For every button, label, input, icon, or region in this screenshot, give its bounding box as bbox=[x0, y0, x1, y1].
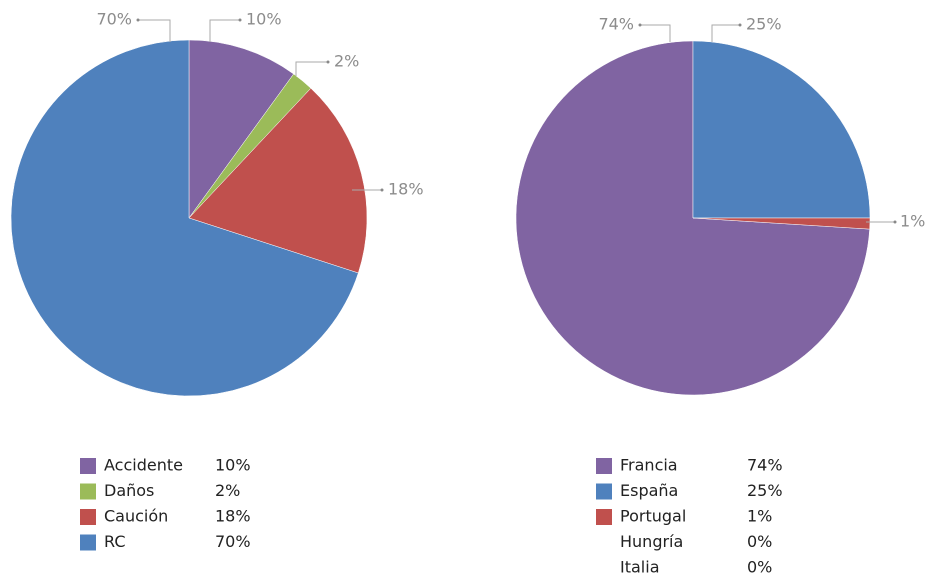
legend-value: 0% bbox=[747, 558, 772, 576]
leader-line bbox=[209, 19, 240, 42]
leader-line bbox=[640, 24, 671, 42]
pie-slice bbox=[692, 40, 871, 219]
leader-dot bbox=[380, 188, 384, 192]
pie-slice bbox=[692, 217, 871, 230]
leader-line bbox=[138, 19, 171, 42]
legend-swatch bbox=[596, 483, 612, 500]
legend-label: Caución bbox=[104, 507, 168, 526]
legend-label: Francia bbox=[620, 456, 678, 475]
legend-swatch bbox=[596, 509, 612, 525]
data-label: 70% bbox=[96, 10, 132, 29]
legend-swatch bbox=[80, 534, 96, 551]
legend-label: Italia bbox=[620, 558, 660, 576]
data-label: 18% bbox=[388, 180, 424, 199]
data-label: 25% bbox=[746, 15, 782, 34]
legend-value: 0% bbox=[747, 532, 772, 551]
data-label: 74% bbox=[598, 15, 634, 34]
legend-swatch bbox=[80, 458, 96, 474]
pie-slice bbox=[188, 39, 294, 219]
legend-label: Portugal bbox=[620, 507, 686, 526]
legend-value: 10% bbox=[215, 456, 251, 475]
leader-dot bbox=[136, 18, 140, 22]
legend-swatch bbox=[596, 458, 612, 474]
legend-value: 70% bbox=[215, 532, 251, 551]
pie-slice bbox=[10, 39, 359, 397]
legend-label: Daños bbox=[104, 481, 154, 500]
leader-line bbox=[295, 61, 328, 76]
legend-value: 74% bbox=[747, 456, 783, 475]
leader-dot bbox=[326, 60, 330, 64]
legend-swatch bbox=[80, 483, 96, 500]
legend-value: 25% bbox=[747, 481, 783, 500]
leader-dot bbox=[893, 220, 897, 224]
leader-dot bbox=[238, 18, 242, 22]
data-label: 2% bbox=[334, 52, 359, 71]
legend-swatch bbox=[80, 509, 96, 525]
legend-value: 1% bbox=[747, 507, 772, 526]
legend-value: 18% bbox=[215, 507, 251, 526]
legend-label: RC bbox=[104, 532, 126, 551]
legend-value: 2% bbox=[215, 481, 240, 500]
leader-line bbox=[711, 24, 740, 42]
legend-label: Accidente bbox=[104, 456, 183, 475]
legend-label: España bbox=[620, 481, 678, 500]
data-label: 10% bbox=[246, 10, 282, 29]
leader-dot bbox=[638, 23, 642, 27]
legend-label: Hungría bbox=[620, 532, 683, 551]
pie-slice bbox=[188, 87, 368, 274]
data-label: 1% bbox=[900, 212, 925, 231]
leader-dot bbox=[738, 23, 742, 27]
